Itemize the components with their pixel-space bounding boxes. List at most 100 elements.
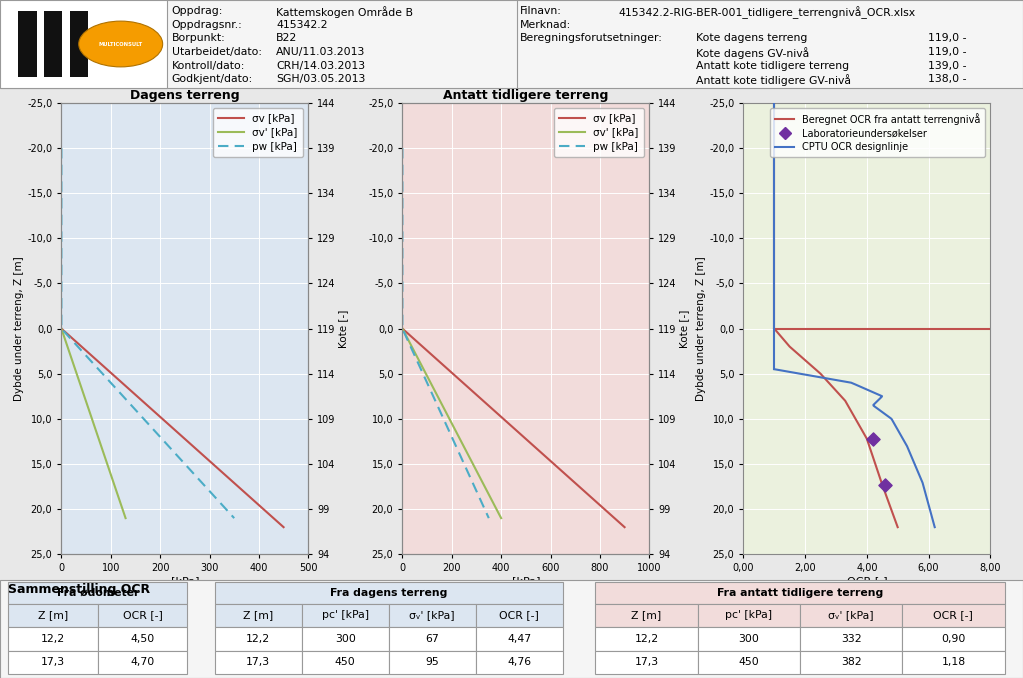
Text: 4,47: 4,47 (507, 634, 531, 644)
Text: Antatt kote tidligere GV-nivå: Antatt kote tidligere GV-nivå (696, 75, 851, 86)
Text: Kote dagens terreng: Kote dagens terreng (696, 33, 807, 43)
Text: 450: 450 (739, 657, 759, 667)
Text: 12,2: 12,2 (247, 634, 270, 644)
FancyBboxPatch shape (98, 627, 187, 651)
Text: Fra ødometer: Fra ødometer (56, 588, 139, 598)
Y-axis label: Kote [-]: Kote [-] (679, 309, 690, 348)
FancyBboxPatch shape (698, 651, 800, 674)
FancyBboxPatch shape (902, 603, 1005, 627)
Text: OCR [-]: OCR [-] (123, 610, 163, 620)
Text: σᵥ' [kPa]: σᵥ' [kPa] (829, 610, 874, 620)
Text: 138,0 -: 138,0 - (928, 75, 967, 84)
FancyBboxPatch shape (902, 627, 1005, 651)
Text: Oppdragsnr.:: Oppdragsnr.: (172, 20, 242, 30)
Text: Godkjent/dato:: Godkjent/dato: (172, 75, 253, 84)
Text: CRH/14.03.2013: CRH/14.03.2013 (276, 61, 365, 71)
Text: Z [m]: Z [m] (243, 610, 273, 620)
FancyBboxPatch shape (698, 603, 800, 627)
Line: σv' [kPa]: σv' [kPa] (402, 329, 501, 518)
FancyBboxPatch shape (698, 627, 800, 651)
Text: Borpunkt:: Borpunkt: (172, 33, 226, 43)
Line: pw [kPa]: pw [kPa] (402, 148, 489, 518)
FancyBboxPatch shape (302, 603, 389, 627)
Text: Filnavn:: Filnavn: (520, 6, 562, 16)
Text: pᴄ' [kPa]: pᴄ' [kPa] (321, 610, 369, 620)
X-axis label: OCR [-]: OCR [-] (846, 576, 887, 586)
FancyBboxPatch shape (800, 651, 902, 674)
Text: MULTICONSULT: MULTICONSULT (98, 41, 143, 47)
FancyBboxPatch shape (800, 627, 902, 651)
σv' [kPa] (495, 514, 507, 522)
Text: 12,2: 12,2 (634, 634, 659, 644)
FancyBboxPatch shape (302, 651, 389, 674)
Text: 332: 332 (841, 634, 861, 644)
Text: Kote dagens GV-nivå: Kote dagens GV-nivå (696, 47, 809, 59)
Text: 119,0 -: 119,0 - (928, 33, 967, 43)
FancyBboxPatch shape (8, 582, 187, 603)
Text: Fra dagens terreng: Fra dagens terreng (330, 588, 447, 598)
pw [kPa] (55, 144, 68, 152)
Legend: σv [kPa], σv' [kPa], pw [kPa]: σv [kPa], σv' [kPa], pw [kPa] (553, 108, 644, 157)
FancyBboxPatch shape (8, 603, 98, 627)
Point (864, 433, 881, 444)
Text: Kontroll/dato:: Kontroll/dato: (172, 61, 246, 71)
FancyBboxPatch shape (389, 627, 476, 651)
Text: 12,2: 12,2 (41, 634, 65, 644)
Text: Beregningsforutsetninger:: Beregningsforutsetninger: (520, 33, 663, 43)
FancyBboxPatch shape (389, 651, 476, 674)
Legend: σv [kPa], σv' [kPa], pw [kPa]: σv [kPa], σv' [kPa], pw [kPa] (213, 108, 303, 157)
Text: OCR [-]: OCR [-] (499, 610, 539, 620)
FancyBboxPatch shape (902, 651, 1005, 674)
Text: 139,0 -: 139,0 - (928, 61, 967, 71)
pw [kPa] (483, 514, 495, 522)
FancyBboxPatch shape (8, 651, 98, 674)
Text: Oppdrag:: Oppdrag: (172, 6, 223, 16)
FancyBboxPatch shape (389, 603, 476, 627)
Text: Utarbeidet/dato:: Utarbeidet/dato: (172, 47, 262, 57)
Text: 119,0 -: 119,0 - (928, 47, 967, 57)
Text: 17,3: 17,3 (247, 657, 270, 667)
X-axis label: [kPa]: [kPa] (512, 576, 540, 586)
FancyBboxPatch shape (215, 651, 302, 674)
FancyBboxPatch shape (70, 11, 88, 77)
Text: 450: 450 (335, 657, 356, 667)
FancyBboxPatch shape (800, 603, 902, 627)
FancyBboxPatch shape (8, 627, 98, 651)
Text: 415342.2: 415342.2 (276, 20, 327, 30)
pw [kPa] (396, 144, 408, 152)
Line: σv' [kPa]: σv' [kPa] (61, 329, 126, 518)
Text: Fra antatt tidligere terreng: Fra antatt tidligere terreng (717, 588, 883, 598)
FancyBboxPatch shape (595, 651, 698, 674)
pw [kPa] (396, 325, 408, 333)
Title: Antatt tidligere terreng: Antatt tidligere terreng (443, 89, 609, 102)
FancyBboxPatch shape (595, 582, 1005, 603)
σv' [kPa] (396, 325, 408, 333)
Text: Sammenstilling OCR: Sammenstilling OCR (8, 583, 150, 596)
σv' [kPa] (120, 514, 132, 522)
FancyBboxPatch shape (215, 582, 563, 603)
Text: 4,70: 4,70 (130, 657, 154, 667)
Text: 300: 300 (335, 634, 356, 644)
Text: σᵥ' [kPa]: σᵥ' [kPa] (409, 610, 455, 620)
Text: Kattemskogen Område B: Kattemskogen Område B (276, 6, 413, 18)
Text: 415342.2-RIG-BER-001_tidligere_terrengnivå_OCR.xlsx: 415342.2-RIG-BER-001_tidligere_terrengni… (619, 6, 916, 19)
FancyBboxPatch shape (595, 603, 698, 627)
Line: pw [kPa]: pw [kPa] (61, 148, 234, 518)
FancyBboxPatch shape (302, 627, 389, 651)
FancyBboxPatch shape (18, 11, 37, 77)
FancyBboxPatch shape (0, 0, 1023, 88)
Point (877, 479, 893, 490)
Text: B22: B22 (276, 33, 298, 43)
Text: 0,90: 0,90 (941, 634, 966, 644)
Title: Dagens terreng: Dagens terreng (130, 89, 239, 102)
FancyBboxPatch shape (215, 603, 302, 627)
X-axis label: [kPa]: [kPa] (171, 576, 199, 586)
Text: 300: 300 (739, 634, 759, 644)
Text: Z [m]: Z [m] (631, 610, 662, 620)
FancyBboxPatch shape (98, 603, 187, 627)
Text: 4,50: 4,50 (130, 634, 154, 644)
Text: 17,3: 17,3 (41, 657, 65, 667)
Text: Z [m]: Z [m] (38, 610, 69, 620)
pw [kPa] (228, 514, 240, 522)
FancyBboxPatch shape (595, 627, 698, 651)
